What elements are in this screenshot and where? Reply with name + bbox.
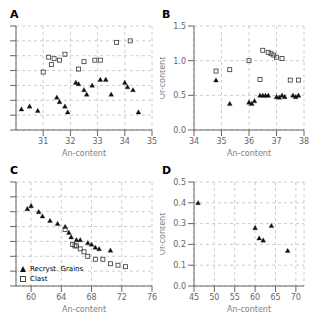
svg-text:An-content: An-content [227,305,271,314]
svg-text:0.0: 0.0 [173,126,186,135]
html-text:B: B [162,8,171,21]
svg-text:1.0: 1.0 [173,57,186,66]
svg-text:76: 76 [147,293,157,302]
svg-text:An-content: An-content [62,305,106,314]
svg-text:Or-content: Or-content [160,57,167,100]
html-text:Clast: Clast [30,275,48,283]
svg-text:31: 31 [38,137,48,146]
svg-text:33: 33 [93,137,103,146]
html-text:D: D [162,164,172,177]
svg-text:0.5: 0.5 [173,91,186,100]
svg-text:64: 64 [56,293,66,302]
svg-text:65: 65 [270,293,280,302]
svg-text:35: 35 [216,137,226,146]
svg-text:70: 70 [291,293,301,302]
svg-text:55: 55 [230,293,240,302]
svg-text:32: 32 [65,137,75,146]
svg-text:38: 38 [299,137,309,146]
svg-text:0.3: 0.3 [173,219,186,228]
svg-text:37: 37 [271,137,281,146]
svg-text:45: 45 [189,293,199,302]
svg-text:60: 60 [26,293,36,302]
svg-text:0.2: 0.2 [173,240,186,249]
svg-text:An-content: An-content [227,149,271,158]
svg-text:34: 34 [120,137,130,146]
svg-text:34: 34 [189,137,199,146]
html-text:C: C [10,164,19,177]
svg-text:60: 60 [250,293,260,302]
html-text:Recryst. Grains: Recryst. Grains [30,265,84,273]
svg-text:50: 50 [209,293,219,302]
html-text:A: A [10,8,19,21]
svg-text:0.1: 0.1 [173,261,186,270]
svg-text:An-content: An-content [62,149,106,158]
svg-text:0.0: 0.0 [173,282,186,291]
svg-text:68: 68 [86,293,96,302]
svg-text:0.5: 0.5 [173,178,186,187]
svg-text:72: 72 [117,293,127,302]
svg-text:Or-content: Or-content [160,213,167,256]
svg-text:35: 35 [147,137,157,146]
svg-text:36: 36 [244,137,254,146]
svg-text:0.4: 0.4 [173,199,186,208]
svg-text:1.5: 1.5 [173,22,186,31]
